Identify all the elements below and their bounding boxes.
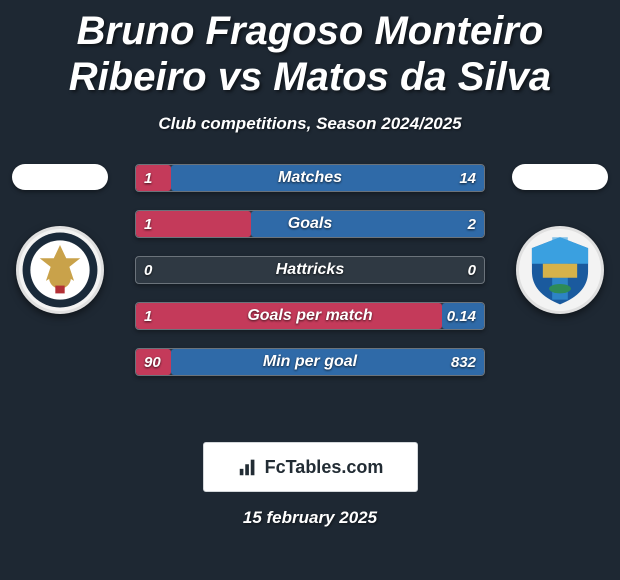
subtitle: Club competitions, Season 2024/2025	[0, 114, 620, 134]
stat-value-right: 0	[460, 257, 484, 283]
stat-value-left: 90	[136, 349, 169, 375]
stat-fill-right	[171, 165, 484, 191]
player-right-column	[500, 164, 620, 314]
logo-text: FcTables.com	[265, 457, 384, 478]
bar-chart-icon	[237, 456, 259, 478]
page-title: Bruno Fragoso Monteiro Ribeiro vs Matos …	[0, 0, 620, 100]
player-left-column	[0, 164, 120, 314]
stat-row: 10.14Goals per match	[135, 302, 485, 330]
stat-value-left: 1	[136, 165, 160, 191]
stat-value-left: 1	[136, 211, 160, 237]
comparison-area: 114Matches12Goals00Hattricks10.14Goals p…	[0, 164, 620, 424]
stat-value-right: 14	[451, 165, 484, 191]
stat-fill-left	[136, 303, 442, 329]
stat-bars: 114Matches12Goals00Hattricks10.14Goals p…	[135, 164, 485, 376]
player-right-name-pill	[512, 164, 608, 190]
crest-left-icon	[21, 231, 99, 309]
stat-value-left: 1	[136, 303, 160, 329]
stat-value-left: 0	[136, 257, 160, 283]
stat-row: 12Goals	[135, 210, 485, 238]
crest-right-icon	[521, 231, 599, 309]
stat-row: 0 0Hattricks	[135, 256, 485, 284]
date-text: 15 february 2025	[0, 508, 620, 528]
stat-value-right: 832	[443, 349, 484, 375]
player-left-name-pill	[12, 164, 108, 190]
stat-fill-right	[171, 349, 484, 375]
fctables-logo[interactable]: FcTables.com	[203, 442, 418, 492]
stat-fill-right	[251, 211, 484, 237]
stat-row: 114Matches	[135, 164, 485, 192]
stat-label: Hattricks	[136, 257, 484, 283]
team-left-crest	[16, 226, 104, 314]
stat-value-right: 2	[460, 211, 484, 237]
team-right-crest	[516, 226, 604, 314]
stat-value-right: 0.14	[439, 303, 484, 329]
stat-row: 90832Min per goal	[135, 348, 485, 376]
